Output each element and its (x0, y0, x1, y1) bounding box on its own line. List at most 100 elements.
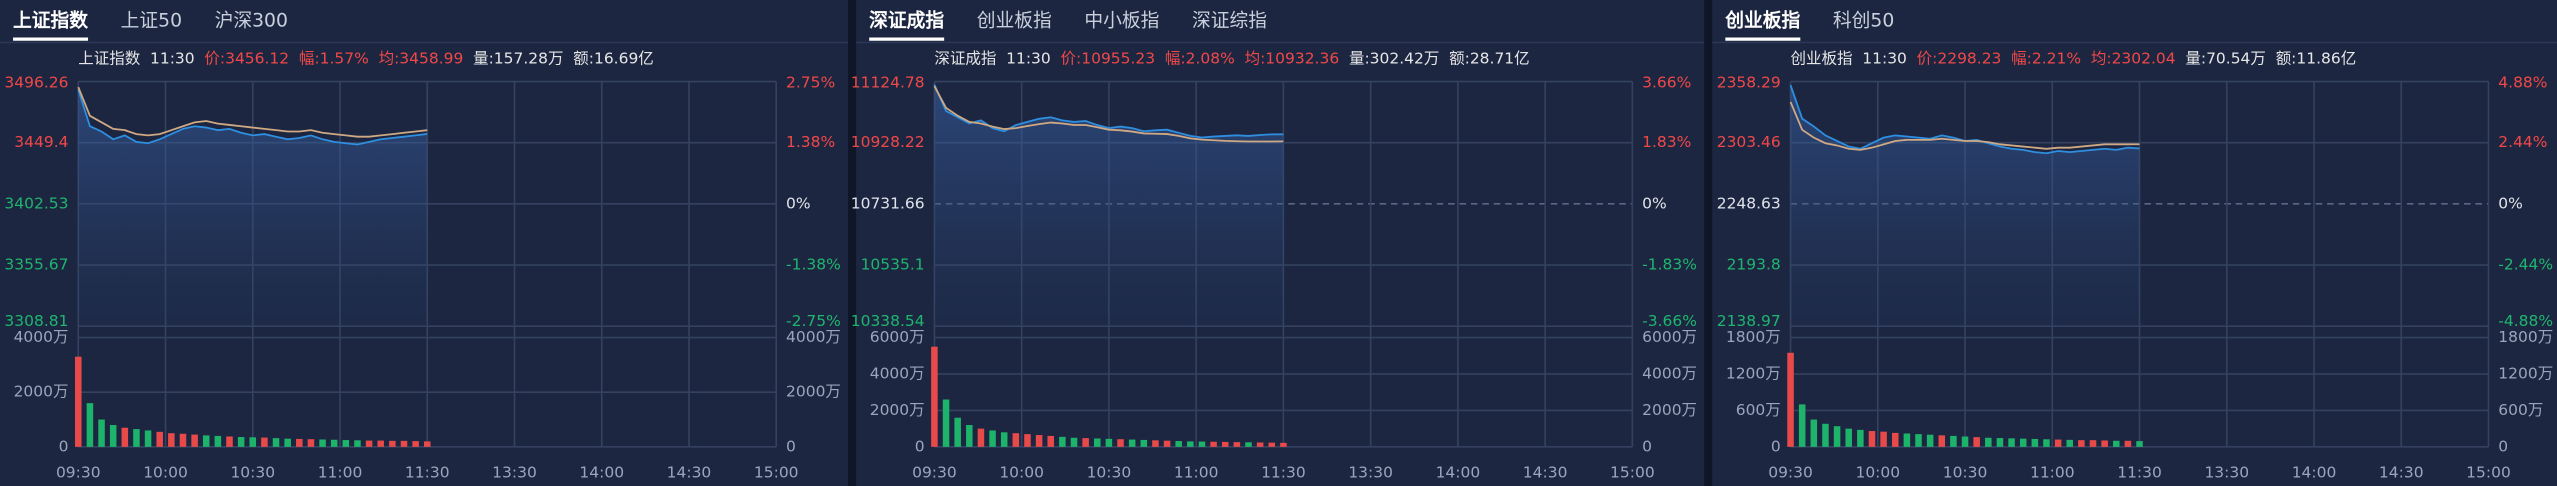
volume-bar (1187, 441, 1194, 447)
info-item: 均:3458.99 (379, 49, 464, 67)
volume-bar (1000, 432, 1008, 447)
info-item: 均:10932.36 (1245, 49, 1340, 67)
x-tick-label: 11:00 (318, 463, 363, 481)
y-tick-label: 2248.63 (1717, 194, 1781, 212)
x-tick-label: 10:30 (230, 463, 275, 481)
volume-bar (1798, 404, 1806, 447)
volume-bar (2066, 439, 2073, 447)
info-item: 深证成指 (934, 49, 996, 67)
volume-bar (261, 437, 268, 447)
volume-bar (307, 439, 315, 447)
volume-bar (168, 433, 175, 447)
panel: 上证指数 上证50 沪深300 上证指数 11:30 价:3456.12 幅:1.57% 均:… (0, 0, 848, 486)
volume-bar (284, 438, 291, 447)
volume-bar (2113, 440, 2120, 447)
info-item: 11:30 (1006, 49, 1051, 67)
volume-tick-label-right: 0 (2498, 437, 2508, 455)
volume-bar (2031, 438, 2039, 447)
price-line (933, 85, 1284, 143)
volume-bar (1163, 440, 1171, 447)
volume-bar (202, 435, 210, 447)
y-tick-label: 2303.46 (1717, 133, 1781, 151)
x-tick-label: 13:30 (1348, 463, 1393, 481)
volume-bar (1047, 435, 1055, 447)
volume-tick-label-right: 600万 (2498, 401, 2543, 419)
y-tick-label: 2193.8 (1727, 256, 1781, 274)
volume-tick-label-right: 0 (1642, 437, 1652, 455)
y2-tick-label: -4.88% (2498, 312, 2553, 330)
y2-tick-label: 1.38% (786, 133, 835, 151)
x-tick-label: 09:30 (1768, 463, 1813, 481)
y-tick-label: 3308.81 (4, 312, 68, 330)
volume-bar (1915, 434, 1922, 447)
volume-bar (412, 441, 419, 447)
volume-bar (330, 439, 338, 447)
tab[interactable]: 中小板指 (1084, 10, 1159, 32)
volume-bar (954, 417, 961, 447)
tab[interactable]: 深证成指 (869, 9, 944, 32)
volume-bar (1082, 438, 1089, 447)
volume-bar (2136, 441, 2143, 447)
volume-tick-label: 1200万 (1726, 365, 1781, 383)
y2-tick-label: 0% (786, 194, 811, 212)
y2-tick-label: -1.83% (1642, 256, 1697, 274)
info-item: 量:70.54万 (2185, 49, 2266, 67)
info-item: 幅:2.08% (1165, 49, 1235, 67)
x-tick-label: 09:30 (912, 463, 957, 481)
info-item: 创业板指 (1791, 49, 1853, 67)
x-tick-label: 10:00 (999, 463, 1044, 481)
x-tick-label: 13:30 (2204, 463, 2249, 481)
volume-bar (377, 440, 384, 447)
tab[interactable]: 科创50 (1833, 10, 1894, 32)
volume-bar (1845, 428, 1852, 447)
volume-bar (2078, 440, 2085, 447)
y-tick-label: 10731.66 (851, 194, 925, 212)
volume-tick-label: 0 (915, 437, 925, 455)
y-tick-label: 3355.67 (4, 256, 68, 274)
volume-bar (2124, 440, 2132, 447)
volume-bar (1996, 438, 2004, 447)
y2-tick-label: -2.44% (2498, 256, 2553, 274)
info-item: 11:30 (150, 49, 195, 67)
info-item: 幅:1.57% (299, 49, 369, 67)
info-item: 上证指数 (78, 49, 140, 67)
tab[interactable]: 沪深300 (215, 10, 288, 32)
volume-bar (1810, 419, 1818, 447)
volume-bar (942, 399, 950, 447)
volume-bar (400, 440, 408, 447)
tab[interactable]: 创业板指 (977, 10, 1052, 32)
volume-bar (931, 346, 938, 447)
y2-tick-label: -2.75% (786, 312, 841, 330)
volume-bar (1938, 435, 1946, 447)
volume-tick-label: 600万 (1736, 401, 1781, 419)
volume-bar (1012, 433, 1020, 447)
volume-bar (1152, 440, 1159, 447)
volume-bar (75, 356, 82, 447)
y2-tick-label: -1.38% (786, 256, 841, 274)
x-tick-label: 10:30 (1087, 463, 1132, 481)
volume-bar (1175, 441, 1182, 447)
volume-bar (2054, 439, 2062, 447)
volume-bar (133, 429, 140, 447)
volume-bar (1221, 441, 1229, 447)
volume-tick-label: 2000万 (870, 401, 925, 419)
x-tick-label: 14:00 (2292, 463, 2337, 481)
tab[interactable]: 创业板指 (1724, 9, 1800, 32)
x-tick-label: 14:30 (667, 463, 712, 481)
tab[interactable]: 上证50 (121, 10, 182, 32)
volume-bar (2101, 440, 2108, 447)
info-item: 价:2298.23 (1917, 49, 2002, 67)
volume-bar (1094, 438, 1101, 447)
tab[interactable]: 上证指数 (13, 9, 88, 32)
volume-tick-label: 4000万 (14, 328, 69, 346)
tab[interactable]: 深证综指 (1192, 10, 1267, 32)
volume-bar (1140, 439, 1148, 447)
volume-bar (179, 433, 187, 447)
info-item: 价:3456.12 (204, 49, 289, 67)
x-tick-label: 14:00 (1436, 463, 1481, 481)
volume-bar (1891, 432, 1899, 447)
info-item: 11:30 (1862, 49, 1907, 67)
volume-bar (1961, 436, 1969, 447)
info-item: 额:11.86亿 (2276, 49, 2357, 67)
